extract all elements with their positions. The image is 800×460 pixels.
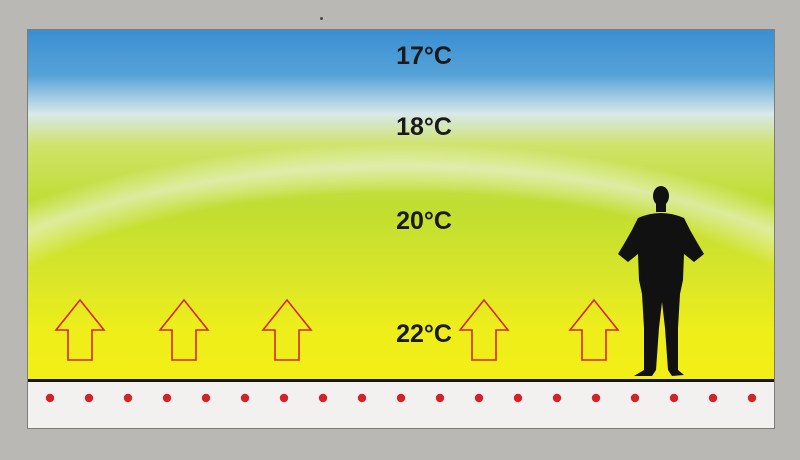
underfloor-heating-dot-icon	[279, 393, 289, 403]
underfloor-heating-dot-icon	[435, 393, 445, 403]
underfloor-heating-dot-icon	[162, 393, 172, 403]
underfloor-heating-dots	[45, 393, 757, 403]
warm-air-up-arrow-icon-1	[54, 298, 106, 361]
floor-level-temperature-label: 22°C	[396, 320, 452, 348]
underfloor-heating-dot-icon	[240, 393, 250, 403]
underfloor-heating-dot-icon	[357, 393, 367, 403]
underfloor-heating-dot-icon	[84, 393, 94, 403]
underfloor-heating-dot-icon	[552, 393, 562, 403]
warm-air-up-arrow-icon-5	[568, 298, 620, 361]
underfloor-heating-dot-icon	[513, 393, 523, 403]
mid-temperature-label: 20°C	[396, 207, 452, 235]
underfloor-heating-dot-icon	[474, 393, 484, 403]
underfloor-heating-dot-icon	[669, 393, 679, 403]
underfloor-heating-dot-icon	[396, 393, 406, 403]
warm-air-up-arrow-icon-2	[158, 298, 210, 361]
underfloor-heating-dot-icon	[318, 393, 328, 403]
heating-diagram: 17°C 18°C 20°C 22°C	[27, 29, 775, 429]
ceiling-temperature-label: 17°C	[396, 42, 452, 70]
underfloor-heating-dot-icon	[201, 393, 211, 403]
room-artwork	[28, 30, 774, 379]
printing-speck	[320, 17, 323, 20]
underfloor-heating-dot-icon	[45, 393, 55, 403]
underfloor-heating-dot-icon	[123, 393, 133, 403]
underfloor-heating-dot-icon	[747, 393, 757, 403]
underfloor-heating-dot-icon	[708, 393, 718, 403]
upper-temperature-label: 18°C	[396, 113, 452, 141]
room-temperature-gradient: 17°C 18°C 20°C 22°C	[28, 30, 774, 379]
warm-air-up-arrow-icon-4	[458, 298, 510, 361]
underfloor-heating-dot-icon	[591, 393, 601, 403]
heated-floor	[28, 379, 774, 428]
warm-air-up-arrow-icon-3	[261, 298, 313, 361]
standing-person-silhouette-icon	[618, 186, 704, 376]
underfloor-heating-dot-icon	[630, 393, 640, 403]
